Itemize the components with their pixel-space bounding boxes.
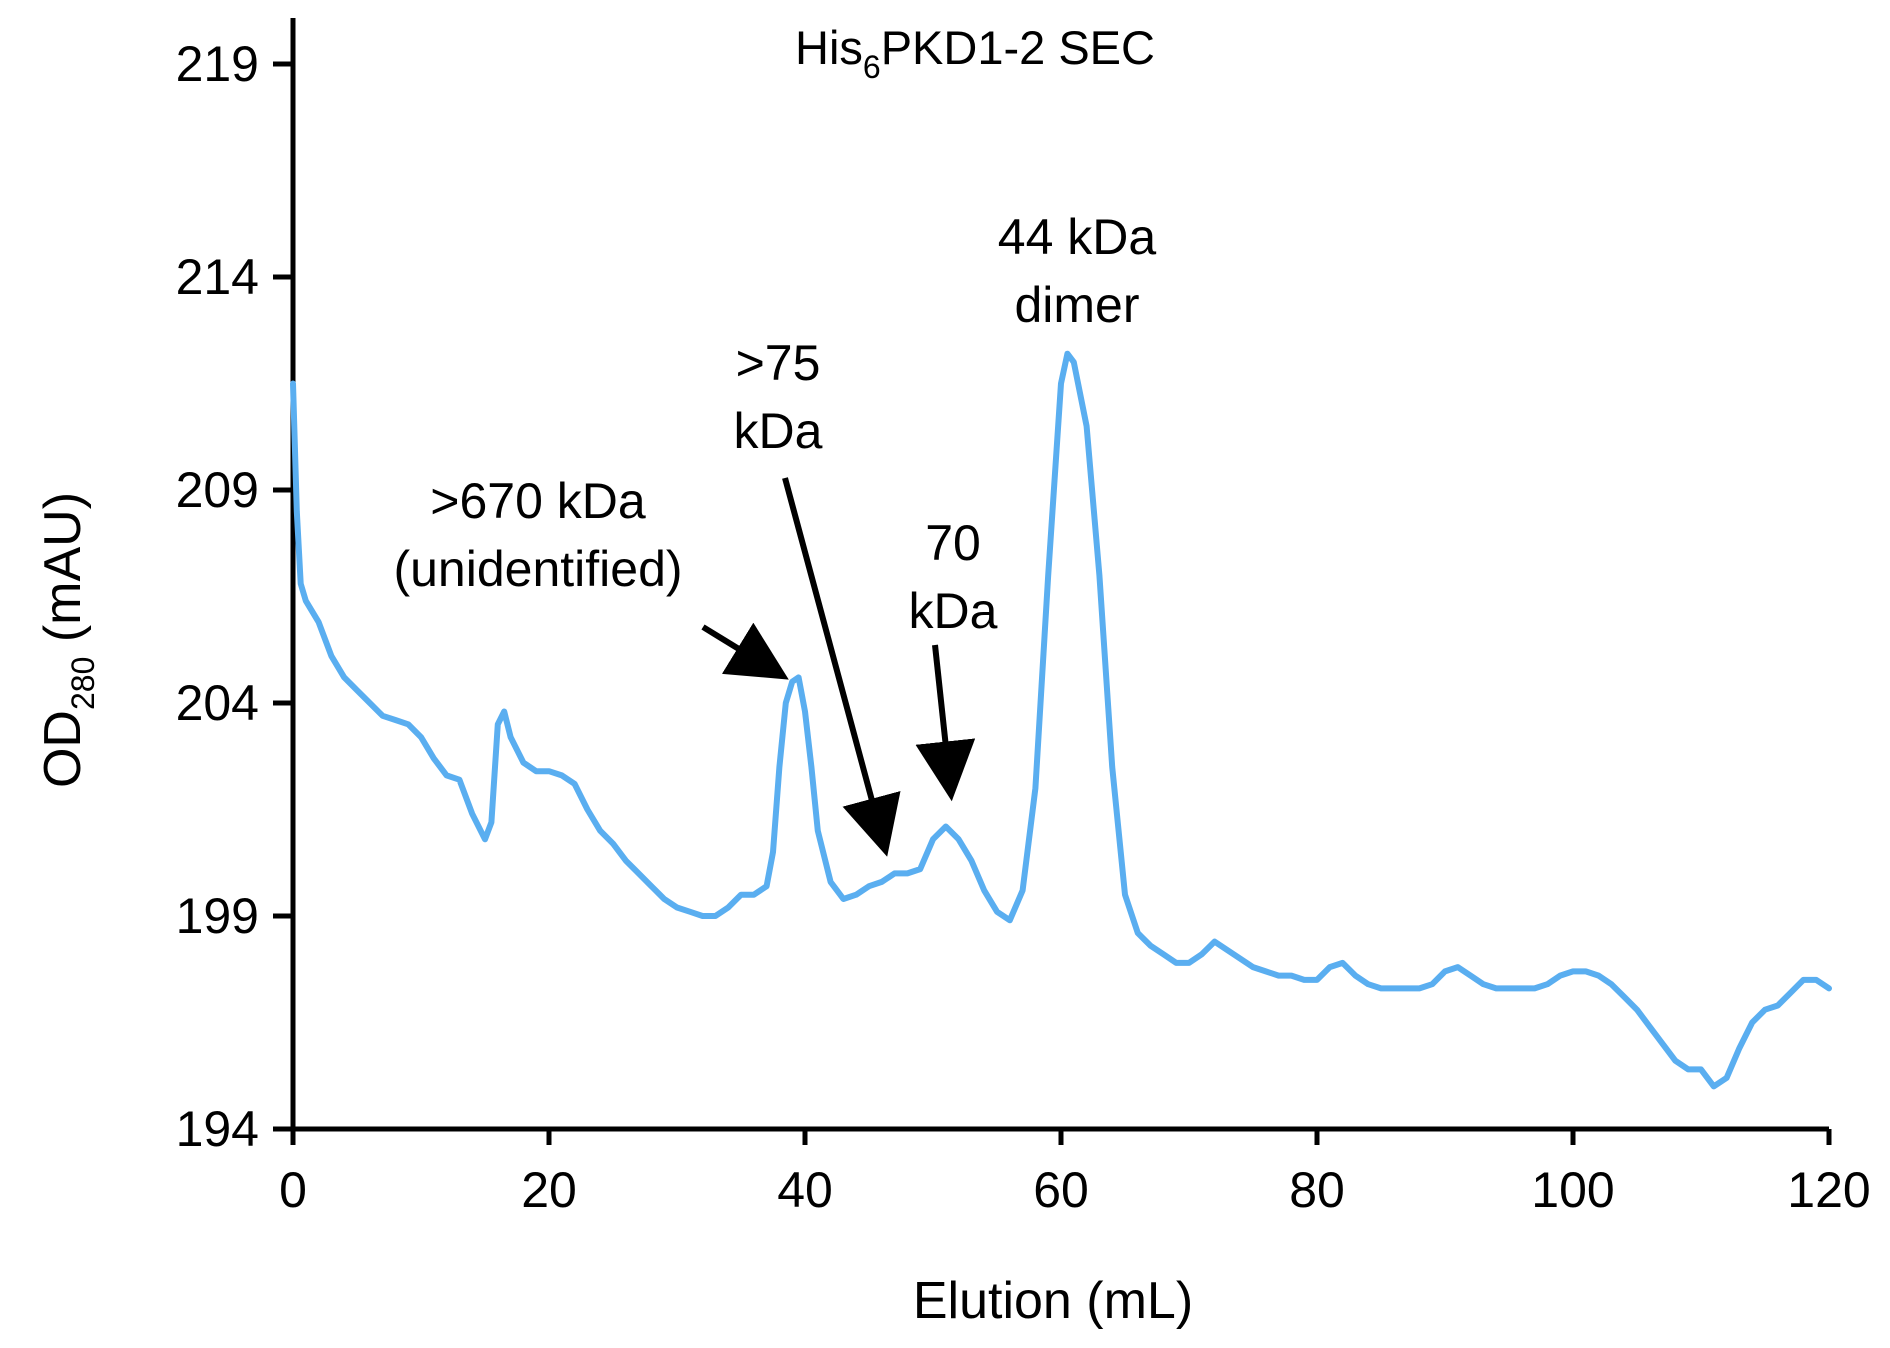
y-tick-label: 214 xyxy=(176,249,259,305)
annotation-70kda-arrow xyxy=(915,644,976,802)
annotation-44kda-line2: dimer xyxy=(1014,277,1139,333)
x-tick-label: 100 xyxy=(1531,1162,1614,1218)
x-axis-title: Elution (mL) xyxy=(913,1272,1193,1330)
x-tick-label: 40 xyxy=(777,1162,833,1218)
annotation-70kda-line1: 70 xyxy=(925,515,981,571)
annotation-670kda: >670 kDa (unidentified) xyxy=(393,473,789,680)
y-tick-label: 209 xyxy=(176,462,259,518)
annotation-70kda: 70 kDa xyxy=(909,515,998,802)
y-tick-label: 194 xyxy=(176,1101,259,1157)
x-tick-label: 80 xyxy=(1289,1162,1345,1218)
chart-title: His6PKD1-2 SEC xyxy=(795,21,1155,85)
y-tick-label: 199 xyxy=(176,888,259,944)
annotation-75kda-line1: >75 xyxy=(736,335,821,391)
series-layer xyxy=(290,350,1832,1090)
annotation-44kda-dimer: 44 kDa dimer xyxy=(998,209,1157,333)
annotation-70kda-line2: kDa xyxy=(909,583,998,639)
y-axis-title: OD280 (mAU) xyxy=(34,492,101,788)
annotation-670kda-line2: (unidentified) xyxy=(393,541,682,597)
annotation-670kda-arrow xyxy=(701,622,789,680)
x-tick-label: 0 xyxy=(279,1162,307,1218)
annotation-44kda-line1: 44 kDa xyxy=(998,209,1157,265)
annotation-670kda-line1: >670 kDa xyxy=(430,473,646,529)
x-tick-label: 20 xyxy=(521,1162,577,1218)
annotation-75kda-arrow xyxy=(782,477,901,857)
annotation-75kda-line2: kDa xyxy=(734,403,823,459)
y-tick-label: 204 xyxy=(176,675,259,731)
x-axis-ticks: 0 20 40 60 80 100 120 xyxy=(279,1129,1871,1218)
series-line-0 xyxy=(290,350,1832,1090)
annotation-75kda: >75 kDa xyxy=(734,335,901,857)
x-tick-label: 120 xyxy=(1787,1162,1870,1218)
y-tick-label: 219 xyxy=(176,36,259,92)
y-axis-ticks: 194 199 204 209 214 219 xyxy=(176,36,293,1157)
x-tick-label: 60 xyxy=(1033,1162,1089,1218)
